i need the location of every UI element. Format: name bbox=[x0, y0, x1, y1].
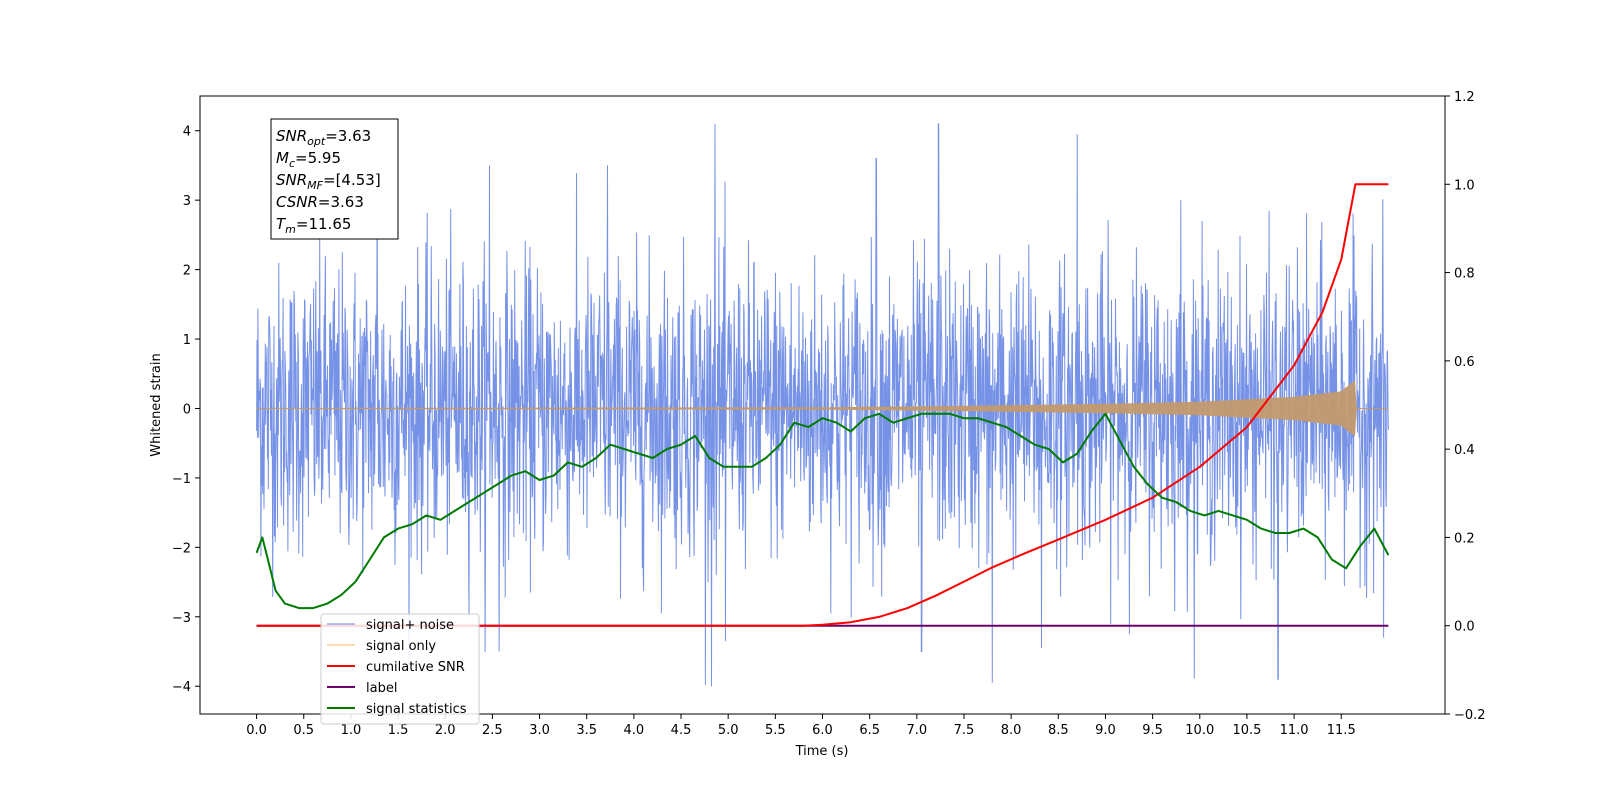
y-tick-label: 1 bbox=[183, 333, 191, 348]
y-tick-label: 4 bbox=[183, 125, 191, 140]
legend-label: label bbox=[366, 681, 397, 696]
x-axis: 0.0 0.5 1.0 1.5 2.0 2.5 3.0 3.5 4.0 4.5 5.0 5.5 6.0 6… bbox=[246, 714, 1356, 738]
x-tick-label: 2.0 bbox=[435, 723, 456, 738]
y-tick-label: −2 bbox=[172, 541, 191, 556]
signal-statistics-line bbox=[255, 412, 1390, 610]
y-tick-label: 2 bbox=[183, 264, 191, 279]
x-tick-label: 8.0 bbox=[1001, 723, 1022, 738]
legend-frame bbox=[320, 613, 480, 725]
x-tick-label: 10.5 bbox=[1232, 723, 1261, 738]
annotation-line: SNRopt=3.63 bbox=[276, 127, 371, 148]
x-tick-label: 4.5 bbox=[671, 723, 692, 738]
x-tick-label: 5.5 bbox=[765, 723, 786, 738]
x-tick-label: 7.0 bbox=[906, 723, 927, 738]
x-tick-label: 2.5 bbox=[482, 723, 503, 738]
x-tick-label: 4.0 bbox=[624, 723, 645, 738]
y2-tick-label: 0.6 bbox=[1454, 355, 1475, 370]
x-tick-label: 11.5 bbox=[1327, 723, 1356, 738]
y2-tick-label: 1.0 bbox=[1454, 178, 1475, 193]
x-axis-label: Time (s) bbox=[795, 744, 849, 759]
legend-item-signal-statistics: signal statistics bbox=[327, 702, 467, 717]
y2-tick-label: 0.0 bbox=[1454, 620, 1475, 635]
y-tick-label: −3 bbox=[172, 611, 191, 626]
legend-item-label: label bbox=[327, 681, 397, 696]
x-tick-label: 8.5 bbox=[1048, 723, 1069, 738]
annotation-frame bbox=[270, 118, 399, 240]
y-tick-label: −1 bbox=[172, 472, 191, 487]
x-tick-label: 0.0 bbox=[246, 723, 267, 738]
x-tick-label: 6.5 bbox=[859, 723, 880, 738]
annotation-line: Tm=11.65 bbox=[276, 215, 351, 236]
x-tick-label: 7.5 bbox=[954, 723, 975, 738]
y-tick-label: 0 bbox=[183, 402, 191, 417]
y2-tick-label: 0.2 bbox=[1454, 531, 1475, 546]
annotation-line: CSNR=3.63 bbox=[276, 193, 364, 211]
y2-tick-label: −0.2 bbox=[1454, 708, 1486, 723]
x-tick-label: 3.5 bbox=[576, 723, 597, 738]
y2-tick-label: 1.2 bbox=[1454, 90, 1475, 105]
annotation-line: SNRMF=[4.53] bbox=[276, 171, 381, 192]
y-axis-left: −4 −3 −2 −1 0 1 2 3 4 bbox=[172, 125, 200, 695]
signal-envelope bbox=[256, 380, 1389, 437]
series-signal-only bbox=[256, 380, 1389, 437]
legend-label: signal statistics bbox=[366, 702, 467, 717]
x-tick-label: 1.0 bbox=[341, 723, 362, 738]
y2-tick-label: 0.8 bbox=[1454, 267, 1475, 282]
legend: signal+ noise signal only cumilative SNR la… bbox=[320, 613, 480, 725]
legend-label: signal+ noise bbox=[366, 618, 454, 633]
annotation-line: Mc=5.95 bbox=[276, 149, 341, 170]
x-tick-label: 1.5 bbox=[388, 723, 409, 738]
cumulative-snr-line bbox=[256, 183, 1389, 627]
legend-item-cumulative-snr: cumilative SNR bbox=[327, 660, 465, 675]
x-tick-label: 9.0 bbox=[1095, 723, 1116, 738]
legend-item-signal-only: signal only bbox=[327, 639, 436, 654]
x-tick-label: 3.0 bbox=[529, 723, 550, 738]
series-signal-noise bbox=[256, 123, 1389, 687]
x-tick-label: 5.0 bbox=[718, 723, 739, 738]
legend-label: signal only bbox=[366, 639, 436, 654]
x-tick-label: 10.0 bbox=[1185, 723, 1214, 738]
x-tick-label: 9.5 bbox=[1142, 723, 1163, 738]
x-tick-label: 11.0 bbox=[1280, 723, 1309, 738]
x-tick-label: 0.5 bbox=[293, 723, 314, 738]
legend-label: cumilative SNR bbox=[366, 660, 465, 675]
x-tick-label: 6.0 bbox=[812, 723, 833, 738]
y2-tick-label: 0.4 bbox=[1454, 443, 1475, 458]
y-tick-label: 3 bbox=[183, 194, 191, 209]
y-axis-right: −0.2 0.0 0.2 0.4 0.6 0.8 1.0 1.2 bbox=[1445, 90, 1486, 723]
noise-trace bbox=[256, 123, 1389, 687]
y-axis-label: Whitened strain bbox=[149, 353, 164, 456]
legend-item-signal-noise: signal+ noise bbox=[327, 618, 454, 633]
y-tick-label: −4 bbox=[172, 680, 191, 695]
